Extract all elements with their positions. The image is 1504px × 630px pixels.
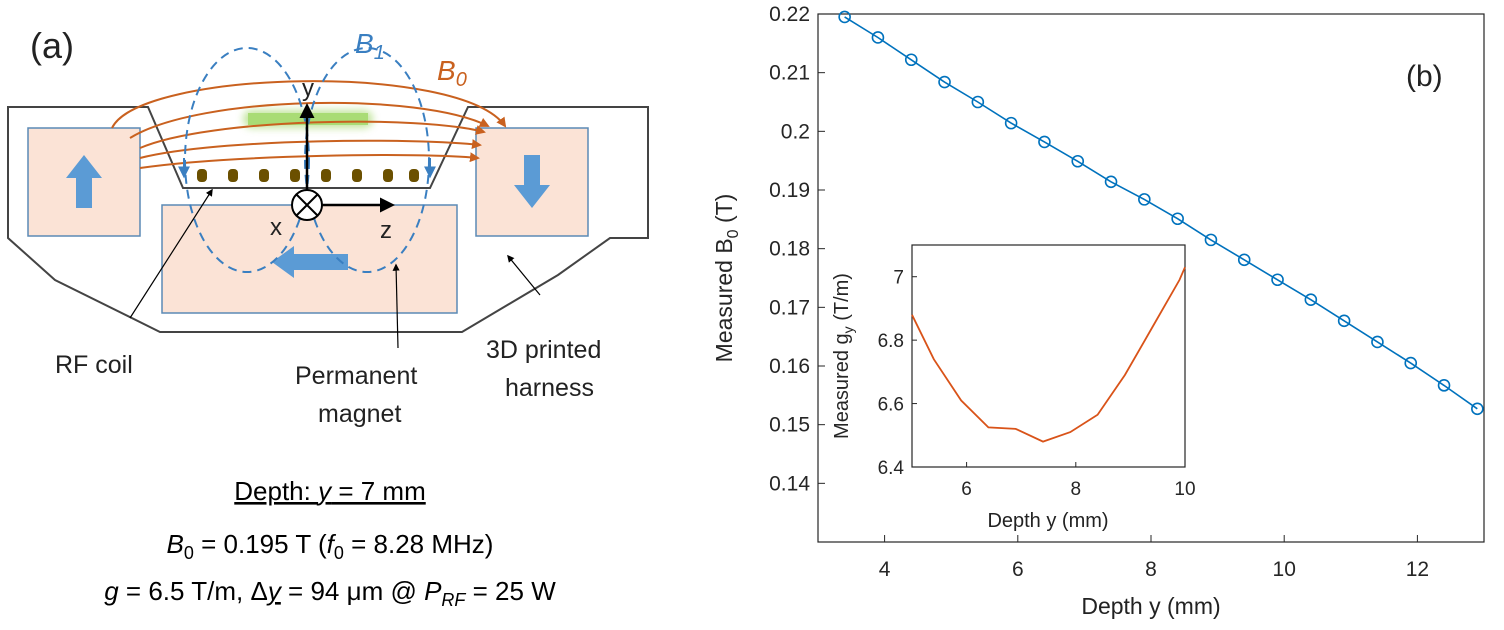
y-tick-label: 0.14 (769, 472, 810, 495)
y-tick-label: 6.6 (878, 395, 904, 416)
series-line (844, 16, 1478, 410)
rf-coil-leader (129, 188, 213, 319)
b1-label: B1 (355, 28, 385, 64)
left-arrow-icon (272, 246, 348, 278)
y-tick-label: 0.19 (769, 179, 810, 202)
panel-b-label: (b) (1406, 60, 1443, 93)
inset-y-axis-label: Measured gy (T/m) (831, 273, 856, 439)
z-axis-label: z (380, 217, 392, 244)
x-tick-label: 6 (961, 479, 972, 500)
magnet-leader (392, 263, 400, 349)
main-y-ticks: 0.14 0.15 0.16 0.17 0.18 0.19 0.2 0.21 0.22 (769, 3, 825, 495)
harness-leader (507, 254, 541, 296)
x-tick-label: 10 (1273, 558, 1296, 581)
y-tick-label: 0.15 (769, 414, 810, 437)
data-point (1371, 335, 1384, 349)
data-point (1337, 314, 1351, 328)
inset-series-gy (911, 266, 1186, 443)
y-tick-label: 7 (893, 268, 904, 289)
inset-x-axis-label: Depth y (mm) (987, 510, 1108, 532)
data-point (1437, 379, 1451, 392)
y-tick-label: 0.16 (769, 355, 810, 378)
depth-line: Depth: y = 7 mm (234, 476, 425, 506)
data-point (1171, 212, 1184, 226)
y-tick-label: 6.4 (878, 458, 905, 479)
data-point (1138, 193, 1151, 206)
data-point (938, 75, 951, 89)
data-point (838, 10, 851, 24)
down-arrow-icon (514, 155, 550, 208)
data-point (1004, 116, 1018, 130)
y-tick-label: 0.22 (769, 3, 810, 26)
data-point (1104, 175, 1118, 189)
data-point (1304, 293, 1318, 307)
data-point (1404, 356, 1418, 370)
main-x-axis-label: Depth y (mm) (1081, 593, 1220, 619)
y-tick-label: 6.8 (878, 331, 904, 352)
x-tick-label: 8 (1145, 558, 1157, 581)
magnet-label-line1: Permanent (295, 362, 417, 390)
series-line (911, 266, 1186, 443)
up-arrow-icon (66, 155, 102, 208)
panel-a-label: (a) (30, 25, 74, 66)
y-axis-label: y (302, 75, 314, 102)
x-tick-label: 12 (1406, 558, 1429, 581)
y-tick-label: 0.2 (781, 120, 810, 143)
data-point (1204, 233, 1218, 247)
harness-outline (7, 106, 649, 333)
x-axis-label: x (270, 214, 282, 241)
data-point (1471, 402, 1484, 416)
inset-chart: 6.4 6.6 6.8 7 6 8 10 Depth y (mm) Measured gy… (831, 244, 1196, 532)
data-point (871, 31, 885, 44)
inset-y-ticks: 6.4 6.6 6.8 7 (878, 268, 917, 479)
rf-coil-wires (197, 169, 419, 182)
main-series-b0 (838, 10, 1484, 416)
x-tick-label: 6 (1012, 558, 1024, 581)
b0-label: B0 (437, 55, 467, 91)
inset-plot-frame (911, 244, 1186, 468)
harness-label-line2: harness (505, 374, 594, 402)
data-point (1038, 135, 1051, 149)
panel-a-diagram: (a) (7, 25, 649, 428)
data-point (1237, 253, 1251, 267)
gradient-resolution-line: g = 6.5 T/m, Δy = 94 μm @ PRF = 25 W (104, 576, 556, 610)
rf-coil-label: RF coil (55, 351, 133, 379)
data-point (1271, 273, 1284, 287)
y-tick-label: 0.21 (769, 62, 810, 85)
y-tick-label: 0.17 (769, 296, 810, 319)
b0-frequency-line: B0 = 0.195 T (f0 = 8.28 MHz) (167, 529, 494, 563)
data-point (971, 95, 985, 109)
y-tick-label: 0.18 (769, 238, 810, 261)
x-tick-label: 10 (1174, 479, 1195, 500)
x-tick-label: 8 (1071, 479, 1082, 500)
inset-x-ticks: 6 8 10 (961, 462, 1196, 500)
data-point (1071, 154, 1085, 168)
data-point (904, 53, 918, 67)
x-tick-label: 4 (879, 558, 891, 581)
b0-field-lines (111, 80, 507, 169)
magnet-label-line2: magnet (318, 400, 401, 428)
main-y-axis-label: Measured B0 (T) (711, 194, 742, 363)
parameter-text: Depth: y = 7 mm B0 = 0.195 T (f0 = 8.28 … (104, 476, 556, 610)
harness-label-line1: 3D printed (486, 336, 601, 364)
main-x-ticks: 4 6 8 10 12 (879, 535, 1429, 581)
